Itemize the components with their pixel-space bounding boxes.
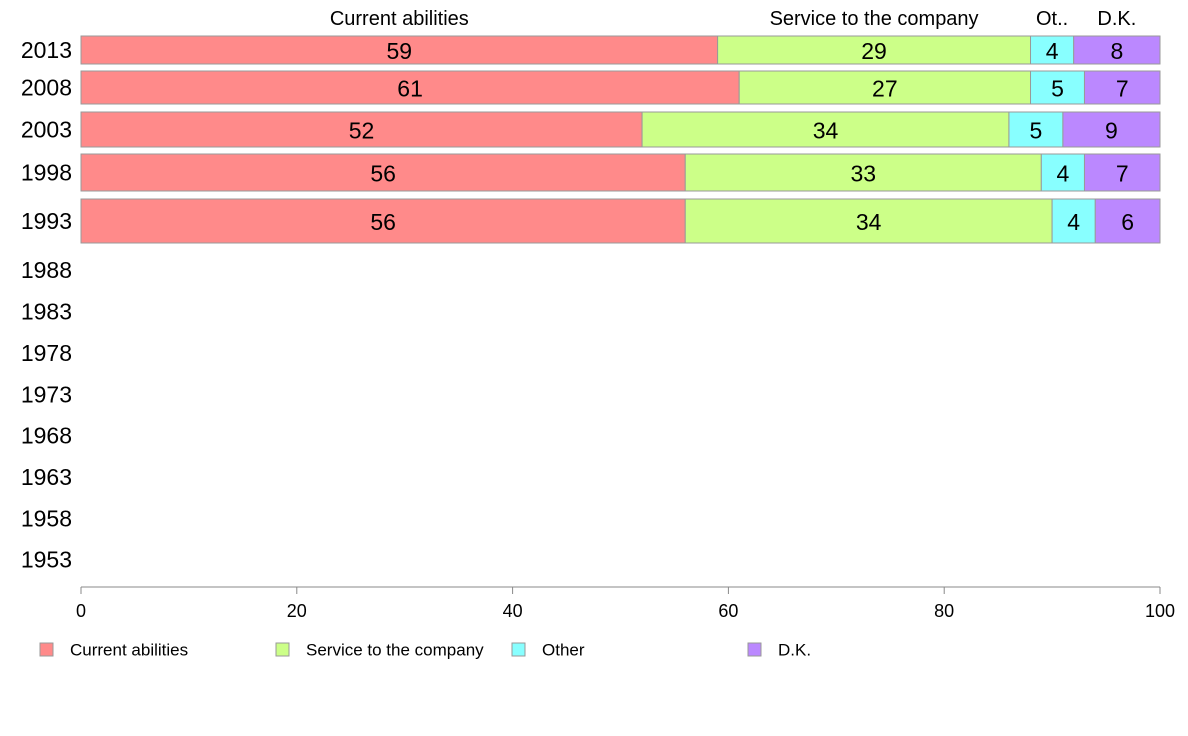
year-label: 1958 [21, 506, 72, 532]
bar-segment [641, 111, 1010, 148]
data-label: 4 [1046, 38, 1059, 64]
data-label: 34 [856, 209, 882, 235]
top-segment-label: Ot.. [1036, 8, 1068, 30]
year-label: 1998 [21, 160, 72, 186]
bar-segment [684, 198, 1053, 244]
x-tick-label: 0 [76, 601, 86, 621]
bar-segment [1030, 35, 1075, 65]
x-tick-label: 40 [503, 601, 523, 621]
year-label: 1968 [21, 423, 72, 449]
legend-label: Other [542, 641, 585, 660]
data-label: 5 [1030, 118, 1043, 144]
data-label: 33 [850, 161, 876, 187]
x-tick-label: 100 [1145, 601, 1175, 621]
bar-segment [80, 153, 686, 192]
data-label: 27 [872, 76, 898, 102]
bar-segment [80, 35, 719, 65]
bars: 59 29 4 861 27 5 752 34 5 956 33 4 756 34 4 6 [80, 35, 1161, 244]
legend-label: Service to the company [306, 641, 484, 660]
data-label: 4 [1067, 209, 1080, 235]
data-label: 7 [1116, 76, 1129, 102]
year-label: 2013 [21, 37, 72, 63]
year-label: 1973 [21, 382, 72, 408]
year-labels: 2013 2008 2003 1998 1993 1988 1983 1978 1973 1968… [21, 37, 72, 573]
legend-label: D.K. [778, 641, 811, 660]
data-label: 61 [397, 76, 423, 102]
top-labels: Current abilities Service to the company O… [330, 8, 1136, 30]
bar-segment [738, 70, 1032, 105]
data-label: 5 [1051, 76, 1064, 102]
bar-segment [717, 35, 1032, 65]
bar-segment [1083, 70, 1161, 105]
x-tick-label: 20 [287, 601, 307, 621]
year-label: 1988 [21, 257, 72, 283]
data-label: 56 [370, 209, 396, 235]
bar-segment [1062, 111, 1161, 148]
x-tick-label: 80 [934, 601, 954, 621]
data-label: 59 [387, 38, 413, 64]
legend-swatch [275, 642, 290, 657]
legend-swatch [747, 642, 762, 657]
year-label: 2008 [21, 75, 72, 101]
bar-segment [684, 153, 1042, 192]
x-axis: 0 20 40 60 80 100 [76, 586, 1175, 621]
legend: Current abilities Service to the company O… [39, 641, 811, 660]
data-label: 4 [1056, 161, 1069, 187]
year-label: 2003 [21, 117, 72, 143]
year-label: 1963 [21, 464, 72, 490]
legend-swatch [39, 642, 54, 657]
data-label: 9 [1105, 118, 1118, 144]
top-segment-label: Current abilities [330, 8, 469, 30]
bar-segment [80, 70, 740, 105]
year-label: 1993 [21, 208, 72, 234]
data-label: 6 [1121, 209, 1134, 235]
bar-segment [1083, 153, 1161, 192]
bar-segment [1030, 70, 1085, 105]
top-segment-label: Service to the company [770, 8, 979, 30]
bar-segment [80, 198, 686, 244]
data-label: 56 [370, 161, 396, 187]
x-tick-label: 60 [718, 601, 738, 621]
bar-segment [1073, 35, 1161, 65]
year-label: 1983 [21, 299, 72, 325]
data-label: 29 [861, 38, 887, 64]
year-label: 1953 [21, 547, 72, 573]
legend-label: Current abilities [70, 641, 188, 660]
legend-swatch [511, 642, 526, 657]
bar-segment [80, 111, 643, 148]
top-segment-label: D.K. [1097, 8, 1136, 30]
bar-segment [1094, 198, 1161, 244]
year-label: 1978 [21, 340, 72, 366]
data-label: 52 [349, 118, 375, 144]
data-label: 7 [1116, 161, 1129, 187]
data-label: 8 [1110, 38, 1123, 64]
bar-segment [1051, 198, 1096, 244]
data-label: 34 [813, 118, 839, 144]
